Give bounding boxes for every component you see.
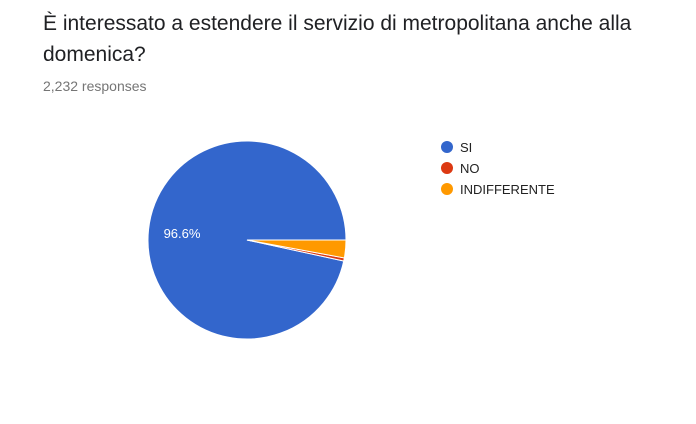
legend-swatch [441,183,453,195]
legend-item-no[interactable]: NO [441,161,480,176]
response-count: 2,232 responses [43,78,147,94]
pie-slices [147,140,347,340]
legend-label: SI [460,140,472,155]
pie-labels: 96.6% [164,226,201,241]
legend-swatch [441,141,453,153]
legend-label: NO [460,161,480,176]
question-title: È interessato a estendere il servizio di… [43,12,632,66]
legend-label: INDIFFERENTE [460,182,555,197]
pie-slice-indifferente[interactable] [246,239,347,259]
legend-swatch [441,162,453,174]
legend-item-si[interactable]: SI [441,140,472,155]
chart-legend: SI NO INDIFFERENTE [441,140,555,197]
legend-item-indifferente[interactable]: INDIFFERENTE [441,182,555,197]
slice-label-si: 96.6% [164,226,201,241]
